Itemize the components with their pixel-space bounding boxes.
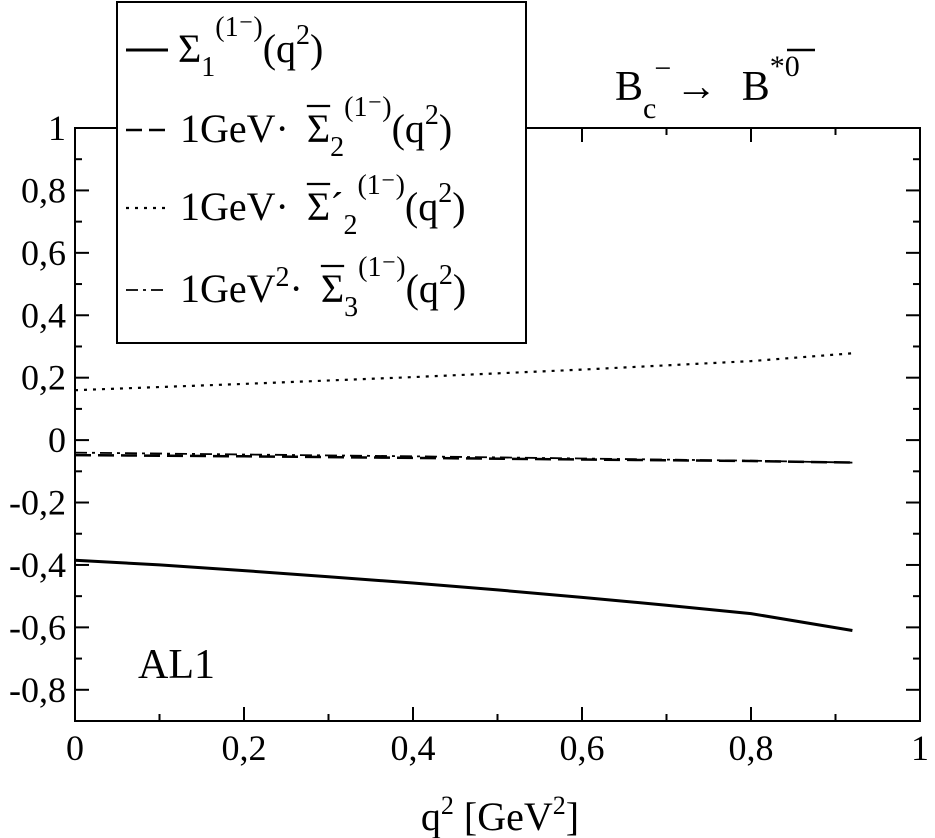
series-line-dash-dot <box>74 451 853 464</box>
x-tick-label: 0 <box>66 728 84 768</box>
y-tick-label: 0,6 <box>21 233 66 273</box>
data-curves <box>74 352 853 632</box>
y-tick-labels: -0,8 -0,6 -0,4 -0,2 0 0,2 0,4 0,6 0,8 1 <box>9 108 66 710</box>
y-tick-label: -0,6 <box>9 607 66 647</box>
legend-entry-text: 1GeV2· Σ3(1⁻)(q2) <box>180 252 466 323</box>
y-tick-label: 0,8 <box>21 170 66 210</box>
x-axis-title: q2 [GeV2] <box>421 791 579 838</box>
x-tick-label: 0,6 <box>560 728 605 768</box>
legend-box <box>116 1 527 344</box>
process-label: Bc−→ B*0 <box>615 50 800 125</box>
x-tick-labels: 0 0,2 0,4 0,6 0,8 1 <box>66 728 929 768</box>
legend-entry-text: 1GeV· Σ´2(1⁻)(q2) <box>180 170 466 241</box>
series-line-dashed <box>74 453 853 464</box>
y-tick-label: -0,4 <box>9 545 66 585</box>
y-tick-label: 1 <box>48 108 66 148</box>
legend-entry-text: 1GeV· Σ2(1⁻)(q2) <box>180 92 452 163</box>
x-tick-label: 1 <box>911 728 929 768</box>
y-tick-label: -0,2 <box>9 483 66 523</box>
series-line-dotted <box>74 352 853 392</box>
legend: Σ1(1⁻)(q2) 1GeV· Σ2(1⁻)(q2)1GeV· Σ´2(1⁻)(… <box>116 1 527 344</box>
y-tick-label: 0,4 <box>21 295 66 335</box>
series-line-solid <box>74 558 853 632</box>
x-tick-label: 0,4 <box>391 728 436 768</box>
y-tick-label: 0 <box>48 420 66 460</box>
y-tick-label: 0,2 <box>21 358 66 398</box>
model-label: AL1 <box>138 642 215 688</box>
x-tick-label: 0,2 <box>222 728 267 768</box>
x-tick-label: 0,8 <box>729 728 774 768</box>
y-tick-label: -0,8 <box>9 670 66 710</box>
legend-entry-text: Σ1(1⁻)(q2) <box>178 12 323 83</box>
